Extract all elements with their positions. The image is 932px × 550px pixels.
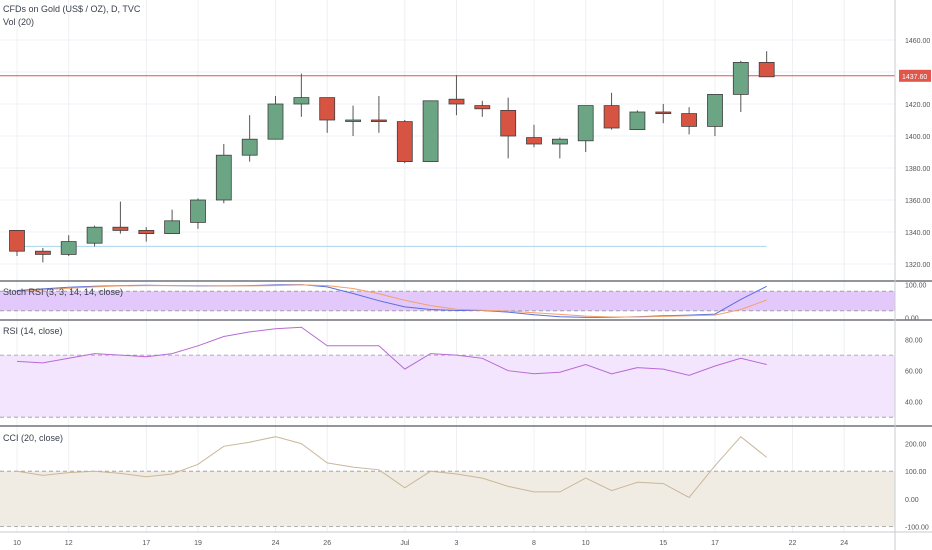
y-tick-label: 60.00	[905, 369, 923, 376]
y-tick-label: 100.00	[905, 469, 927, 476]
last-price-tag	[899, 69, 931, 82]
y-tick-label: 1400.00	[905, 134, 930, 141]
candle-body	[241, 138, 258, 156]
x-tick-label: 10	[582, 540, 590, 547]
y-tick-label: 1460.00	[905, 38, 930, 45]
x-tick-label: 17	[142, 540, 150, 547]
candle-body	[577, 105, 594, 142]
candle-body	[603, 105, 620, 129]
candle-body	[35, 250, 51, 255]
candle-body	[112, 226, 129, 231]
y-tick-label: 1320.00	[905, 262, 930, 269]
x-tick-label: 3	[455, 540, 459, 547]
x-tick-label: 24	[272, 540, 280, 547]
candle-body	[164, 220, 181, 235]
candle-body	[707, 94, 723, 127]
candle-body	[370, 119, 387, 123]
candle-body	[138, 229, 155, 234]
indicator-line	[16, 436, 768, 499]
indicator-band	[0, 471, 895, 527]
candle-body	[293, 97, 310, 105]
candle-body	[319, 97, 336, 121]
candle-body	[681, 113, 697, 127]
y-tick-label: 1340.00	[905, 230, 930, 237]
y-tick-label: 1360.00	[905, 198, 930, 205]
x-tick-label: 24	[840, 540, 848, 547]
x-tick-label: 26	[323, 540, 331, 547]
y-tick-label: 1380.00	[905, 166, 930, 173]
indicator-line	[16, 326, 767, 376]
y-tick-label: 40.00	[905, 400, 923, 407]
cci-title: CCI (20, close)	[3, 433, 64, 443]
candle-body	[526, 137, 542, 145]
x-tick-label: 12	[65, 540, 73, 547]
candle-body	[629, 111, 646, 131]
candle-body	[267, 103, 284, 140]
last-price-label: 1437.60	[902, 74, 927, 81]
y-tick-label: -100.00	[905, 525, 929, 532]
stoch-rsi-title: Stoch RSI (3, 3, 14, 14, close)	[3, 287, 124, 297]
x-tick-label: 22	[789, 540, 797, 547]
candle-body	[552, 138, 568, 145]
indicator-band	[0, 291, 895, 311]
candle-body	[500, 110, 517, 137]
candle-body	[448, 98, 465, 105]
x-tick-label: Jul	[400, 540, 409, 547]
candle-body	[190, 199, 206, 223]
candle-body	[215, 154, 232, 201]
candle-body	[758, 62, 775, 78]
x-tick-label: 10	[13, 540, 21, 547]
candle-body	[474, 105, 491, 110]
y-tick-label: 0.00	[905, 315, 919, 322]
y-tick-label: 0.00	[905, 497, 919, 504]
candle-body	[60, 241, 77, 255]
indicator-line	[16, 284, 767, 318]
y-tick-label: 1420.00	[905, 102, 930, 109]
candle-body	[9, 229, 25, 252]
y-tick-label: 100.00	[905, 283, 927, 290]
rsi-title: RSI (14, close)	[3, 326, 63, 336]
x-tick-label: 19	[194, 540, 202, 547]
candle-body	[655, 111, 672, 115]
x-tick-label: 8	[532, 540, 536, 547]
indicator-band	[0, 355, 895, 418]
x-tick-label: 17	[711, 540, 719, 547]
x-tick-label: 15	[659, 540, 667, 547]
y-tick-label: 80.00	[905, 338, 923, 345]
candle-body	[86, 226, 103, 244]
y-tick-label: 200.00	[905, 442, 927, 449]
candle-body	[732, 62, 749, 95]
volume-indicator-label: Vol (20)	[3, 17, 35, 27]
candle-body	[345, 119, 362, 122]
candle-body	[422, 100, 439, 163]
candle-body	[396, 121, 413, 162]
main-chart-title: CFDs on Gold (US$ / OZ), D, TVC	[3, 4, 141, 14]
